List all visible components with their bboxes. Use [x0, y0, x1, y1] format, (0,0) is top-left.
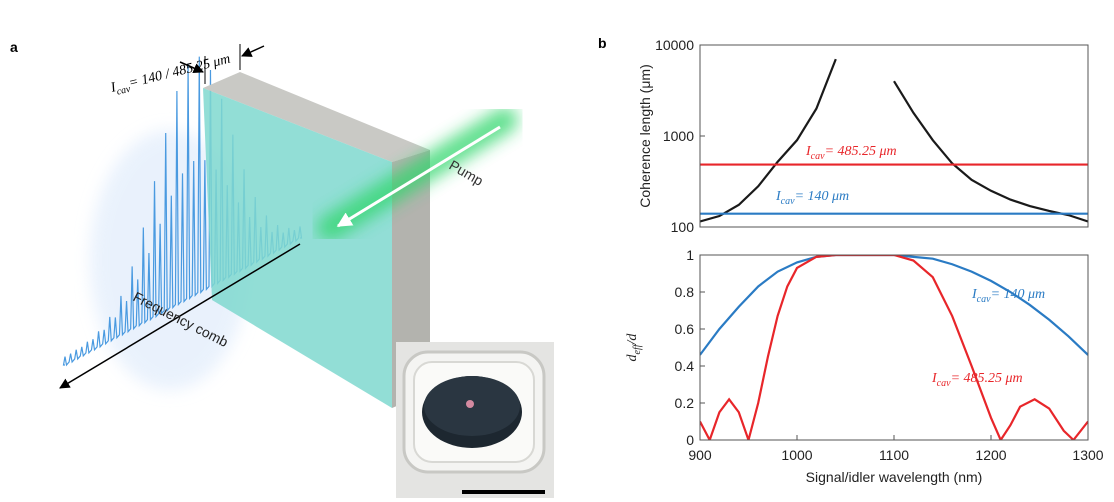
label-rest: = 140 μm [991, 287, 1046, 302]
y-tick-label: 0 [686, 432, 694, 448]
plot-frame [700, 45, 1088, 227]
label-sub: cav [811, 151, 825, 162]
label-sub: cav [977, 294, 991, 305]
y-tick-label: 0.8 [675, 284, 695, 300]
x-tick-label: 1200 [975, 447, 1006, 463]
annotation: Icav= 485.25 μm [931, 371, 1023, 389]
y-tick-label: 0.4 [675, 358, 695, 374]
dim-arrow [242, 46, 264, 56]
axis-label: Coherence length (μm) [637, 64, 653, 207]
series-line [700, 255, 1088, 440]
plot-frame [700, 255, 1088, 440]
photo-crystal [466, 400, 474, 408]
annotation: Icav= 140 μm [775, 189, 849, 207]
y-tick-label: 10000 [655, 37, 694, 53]
pump-label: Pump [447, 157, 487, 189]
x-tick-label: 1300 [1072, 447, 1103, 463]
label-rest: = 485.25 μm [951, 371, 1023, 386]
panel-label: a [10, 39, 18, 55]
x-tick-label: 1100 [879, 447, 909, 463]
schematic: Pump Frequency comb Icav= 140 / 485.25 μ… [60, 44, 554, 498]
label-sub: cav [781, 196, 795, 207]
annotation: Icav= 140 μm [971, 287, 1045, 305]
label-sub: cav [937, 378, 951, 389]
series-line [700, 255, 1088, 355]
label-main: Coherence length (μm) [637, 64, 653, 207]
panel-label: b [598, 35, 607, 51]
y-tick-label: 0.2 [675, 395, 695, 411]
label-rest: /d [625, 333, 640, 346]
y-tick-label: 0.6 [675, 321, 695, 337]
x-tick-label: 900 [688, 447, 712, 463]
series-line [700, 59, 1088, 221]
annotation: Icav= 485.25 μm [805, 144, 897, 162]
y-tick-label: 1 [686, 247, 694, 263]
label-rest: = 140 μm [795, 189, 850, 204]
x-axis-label: Signal/idler wavelength (nm) [806, 469, 983, 485]
label-rest: = 485.25 μm [825, 144, 897, 159]
figure: a b Pump Frequency comb Icav= 140 / 485.… [0, 0, 1114, 502]
y-tick-label: 1000 [663, 128, 694, 144]
axis-label: deff/d [625, 333, 643, 362]
y-tick-label: 100 [671, 219, 695, 235]
x-tick-label: 1000 [781, 447, 812, 463]
